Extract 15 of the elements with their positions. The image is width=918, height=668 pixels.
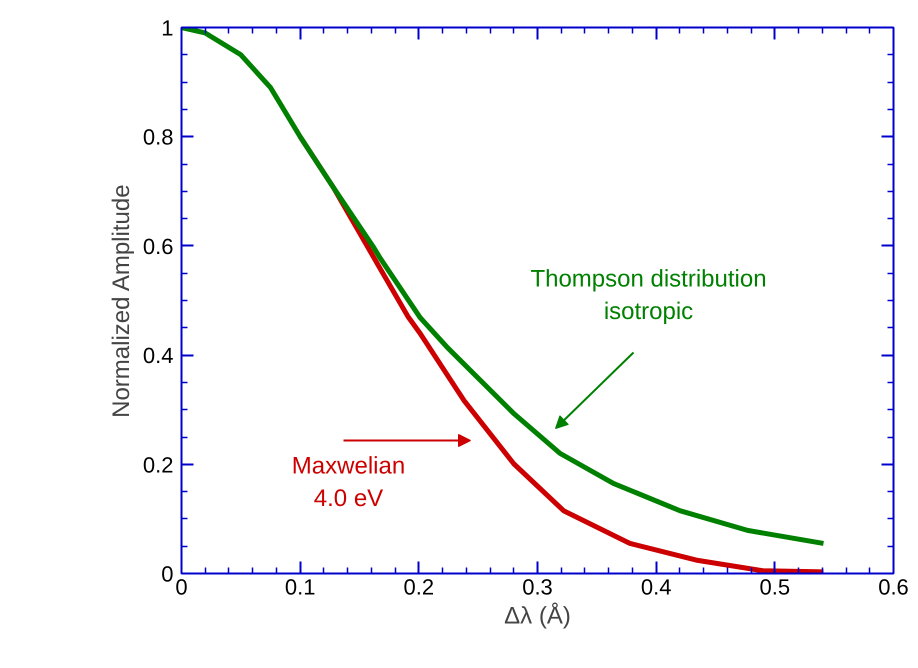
y-tick-label: 0.8: [142, 124, 174, 150]
y-axis-title: Normalized Amplitude: [108, 184, 135, 418]
x-tick-label: 0.4: [640, 574, 672, 600]
y-tick-label: 1: [161, 16, 174, 40]
x-axis-title: Δλ (Å): [504, 602, 571, 630]
x-tick-label: 0.6: [878, 574, 909, 600]
x-tick-label: 0.1: [284, 574, 316, 600]
x-tick-label: 0.5: [760, 574, 790, 600]
x-tick-label: 0.2: [404, 574, 434, 600]
y-tick-label: 0.4: [142, 343, 174, 368]
y-tick-label: 0.6: [142, 234, 174, 259]
annotation: Maxwelian 4.0 eV: [292, 452, 406, 512]
annotation: Thompson distribution isotropic: [530, 266, 767, 325]
x-tick-label: 0.3: [522, 574, 553, 600]
y-tick-label: 0.2: [142, 452, 174, 478]
